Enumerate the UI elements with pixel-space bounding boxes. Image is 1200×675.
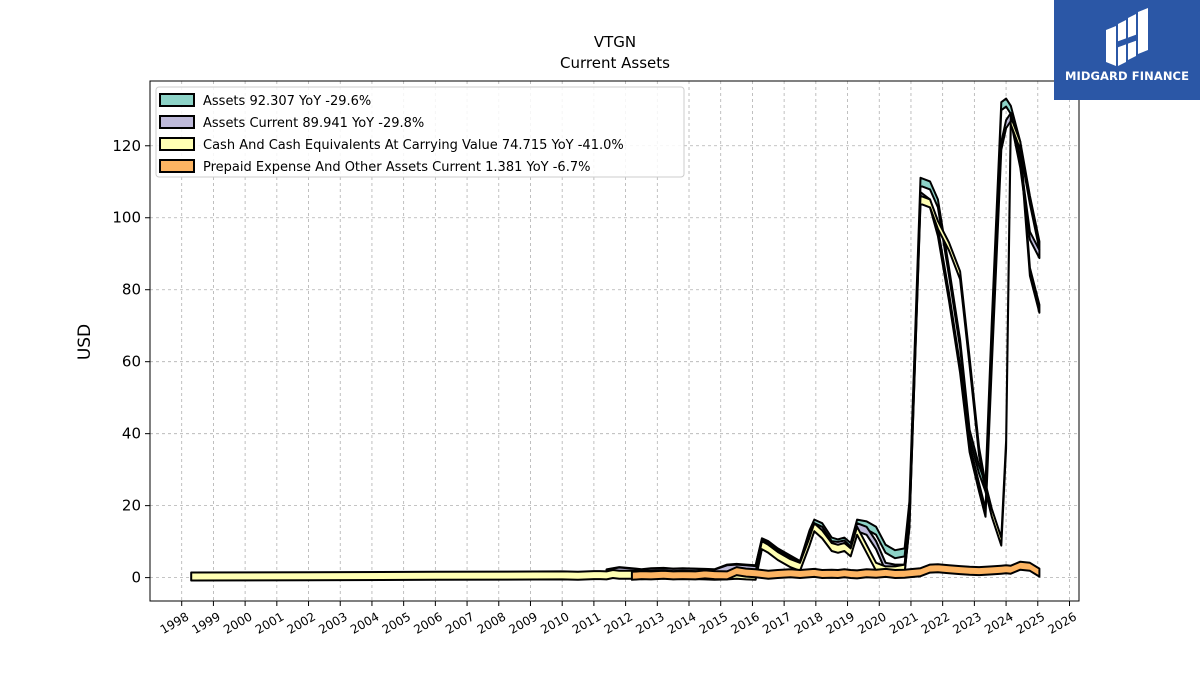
y-axis-ticks: 0 20 40 60 80 100 120 xyxy=(112,137,150,587)
legend-swatch xyxy=(159,159,195,173)
y-tick-label: 0 xyxy=(131,569,141,587)
legend-swatch xyxy=(159,115,195,129)
midgard-finance-logo: MIDGARD FINANCE xyxy=(1054,0,1200,100)
y-axis-label: USD xyxy=(75,324,95,360)
chart-title: VTGN xyxy=(594,33,636,51)
y-tick-label: 100 xyxy=(112,209,141,227)
y-tick-label: 60 xyxy=(122,353,141,371)
logo-mark-icon xyxy=(1106,8,1148,66)
legend-label: Assets 92.307 YoY -29.6% xyxy=(203,94,371,109)
logo-text: MIDGARD FINANCE xyxy=(1064,69,1190,83)
series-areas xyxy=(190,97,1041,582)
y-tick-label: 20 xyxy=(122,497,141,515)
plot-frame xyxy=(149,80,1080,602)
legend-box xyxy=(155,86,685,178)
y-tick-label: 120 xyxy=(112,137,141,155)
legend-label: Prepaid Expense And Other Assets Current… xyxy=(203,160,590,175)
legend-swatch xyxy=(159,137,195,151)
legend-label: Cash And Cash Equivalents At Carrying Va… xyxy=(203,138,624,153)
y-tick-label: 80 xyxy=(122,281,141,299)
legend-label: Assets Current 89.941 YoY -29.8% xyxy=(203,116,424,131)
legend: Assets 92.307 YoY -29.6% Assets Current 8… xyxy=(155,86,685,178)
y-tick-label: 40 xyxy=(122,425,141,443)
chart-subtitle: Current Assets xyxy=(560,54,670,72)
legend-swatch xyxy=(159,93,195,107)
series-area-3 xyxy=(630,560,1041,581)
